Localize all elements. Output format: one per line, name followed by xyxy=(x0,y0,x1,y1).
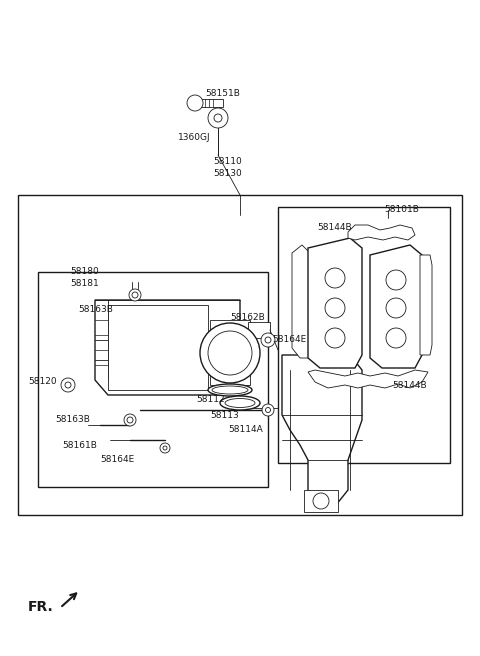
Bar xyxy=(195,99,223,107)
Circle shape xyxy=(262,404,274,416)
Bar xyxy=(304,490,338,512)
Circle shape xyxy=(261,333,275,347)
Text: 58164E: 58164E xyxy=(100,455,134,464)
Circle shape xyxy=(160,443,170,453)
Circle shape xyxy=(208,331,252,375)
Ellipse shape xyxy=(225,398,255,407)
Ellipse shape xyxy=(212,386,248,394)
Ellipse shape xyxy=(220,396,260,410)
Bar xyxy=(248,322,270,338)
Ellipse shape xyxy=(208,384,252,396)
Circle shape xyxy=(129,289,141,301)
Circle shape xyxy=(65,382,71,388)
Polygon shape xyxy=(370,245,422,368)
Text: 58120: 58120 xyxy=(28,377,57,386)
Text: 58114A: 58114A xyxy=(228,426,263,434)
Polygon shape xyxy=(282,355,362,510)
Circle shape xyxy=(61,378,75,392)
Circle shape xyxy=(265,407,271,413)
Circle shape xyxy=(132,292,138,298)
Polygon shape xyxy=(348,225,415,240)
Text: 58163B: 58163B xyxy=(78,306,113,314)
Polygon shape xyxy=(308,370,428,388)
Text: 58164E: 58164E xyxy=(272,335,306,344)
Text: 58144B: 58144B xyxy=(392,380,427,390)
Text: 58110: 58110 xyxy=(213,157,242,167)
Polygon shape xyxy=(292,245,310,358)
Text: 58162B: 58162B xyxy=(230,314,265,323)
Circle shape xyxy=(187,95,203,111)
Text: 58144B: 58144B xyxy=(317,224,352,232)
Bar xyxy=(108,305,208,390)
Text: 58130: 58130 xyxy=(213,169,242,178)
Text: 58181: 58181 xyxy=(70,279,99,287)
Text: 1360GJ: 1360GJ xyxy=(178,134,211,142)
Text: 58161B: 58161B xyxy=(62,440,97,449)
Text: 58113: 58113 xyxy=(210,411,239,419)
Polygon shape xyxy=(308,238,362,368)
Circle shape xyxy=(214,114,222,122)
Circle shape xyxy=(313,493,329,509)
Text: 58151B: 58151B xyxy=(205,89,240,98)
Text: 58163B: 58163B xyxy=(55,415,90,424)
Polygon shape xyxy=(95,300,240,395)
Circle shape xyxy=(127,417,133,423)
Circle shape xyxy=(265,337,271,343)
Text: 58101B: 58101B xyxy=(384,205,419,215)
Polygon shape xyxy=(420,255,432,355)
Circle shape xyxy=(124,414,136,426)
Bar xyxy=(18,195,462,515)
Bar xyxy=(38,272,268,487)
Text: 58112: 58112 xyxy=(196,396,225,405)
Circle shape xyxy=(208,108,228,128)
Circle shape xyxy=(200,323,260,383)
Circle shape xyxy=(163,446,167,450)
Bar xyxy=(278,207,450,463)
Text: FR.: FR. xyxy=(28,600,54,614)
Bar xyxy=(210,320,250,385)
Text: 58180: 58180 xyxy=(70,268,99,276)
